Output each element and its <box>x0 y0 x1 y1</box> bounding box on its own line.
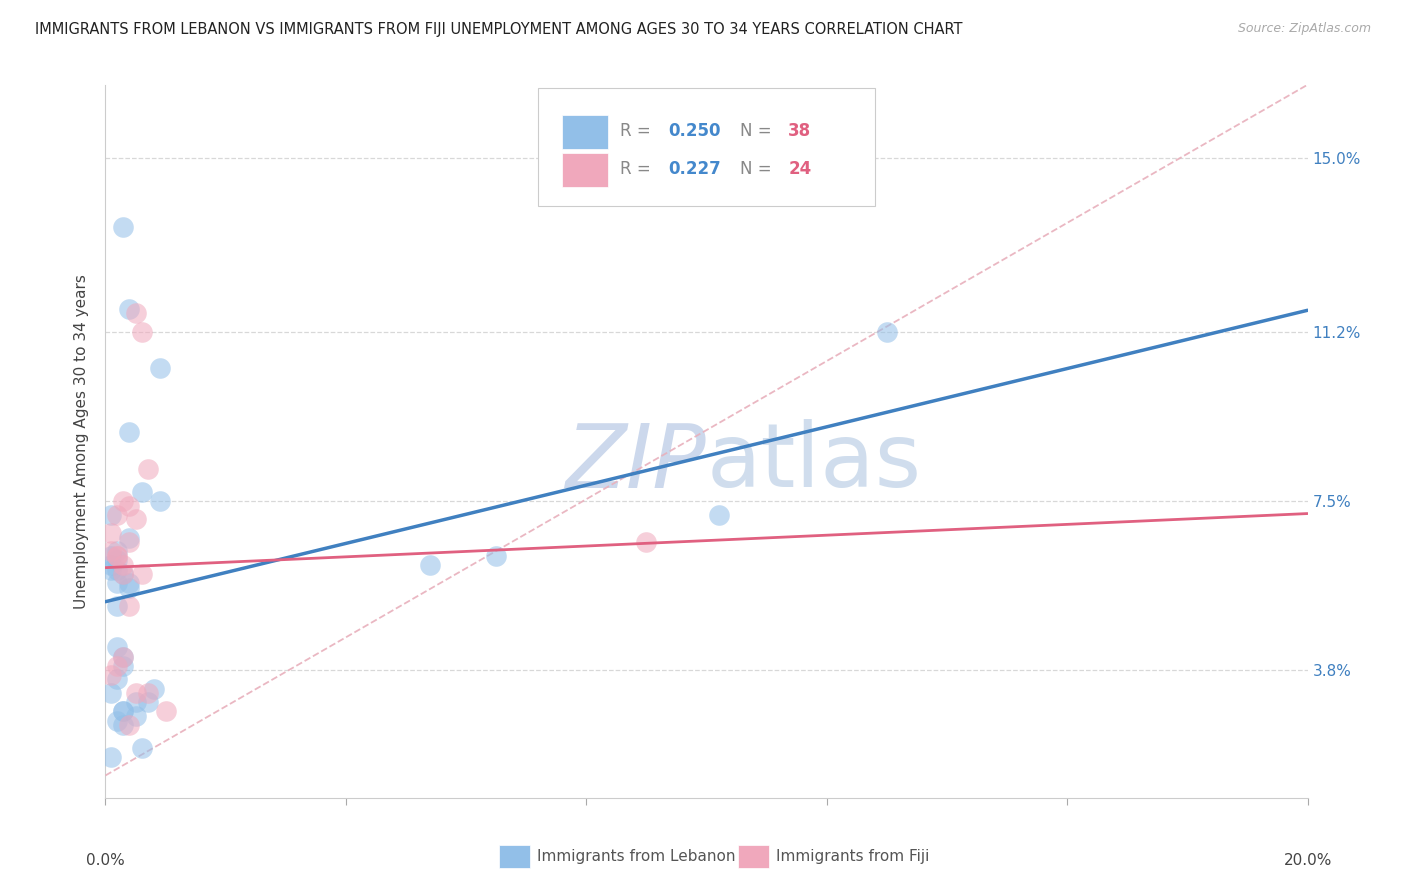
Point <box>107 553 129 567</box>
Point <box>155 705 177 719</box>
Point <box>118 718 141 732</box>
Point <box>131 484 153 499</box>
Point <box>136 695 159 709</box>
Point <box>124 306 146 320</box>
Bar <box>562 115 607 149</box>
Point <box>707 508 730 522</box>
Point <box>107 549 129 563</box>
Point <box>112 718 135 732</box>
Text: N =: N = <box>740 122 778 140</box>
Text: atlas: atlas <box>707 419 922 507</box>
Point <box>112 649 135 664</box>
Point <box>100 549 122 563</box>
Point <box>100 526 122 541</box>
Point <box>136 686 159 700</box>
Text: N =: N = <box>740 160 778 178</box>
Point <box>118 576 141 591</box>
Text: 38: 38 <box>789 122 811 140</box>
Point <box>100 558 122 572</box>
Point <box>107 544 129 558</box>
Point <box>118 499 141 513</box>
Point <box>118 425 141 440</box>
Text: IMMIGRANTS FROM LEBANON VS IMMIGRANTS FROM FIJI UNEMPLOYMENT AMONG AGES 30 TO 34: IMMIGRANTS FROM LEBANON VS IMMIGRANTS FR… <box>35 22 963 37</box>
Point <box>142 681 165 696</box>
Point <box>485 549 508 563</box>
Point <box>112 649 135 664</box>
Text: ZIP: ZIP <box>565 420 707 506</box>
Point <box>100 750 122 764</box>
Point <box>107 599 129 614</box>
Point <box>107 714 129 728</box>
Point <box>107 508 129 522</box>
Text: Immigrants from Fiji: Immigrants from Fiji <box>776 849 929 863</box>
Point <box>118 581 141 595</box>
Point <box>107 658 129 673</box>
Point <box>112 705 135 719</box>
Point <box>148 361 170 376</box>
Point <box>124 695 146 709</box>
Text: Source: ZipAtlas.com: Source: ZipAtlas.com <box>1237 22 1371 36</box>
Point <box>112 558 135 572</box>
Point <box>107 673 129 687</box>
Point <box>148 494 170 508</box>
Text: 0.250: 0.250 <box>668 122 720 140</box>
Point <box>107 576 129 591</box>
Point <box>136 462 159 476</box>
Point <box>118 599 141 614</box>
Point <box>419 558 441 572</box>
Point <box>124 512 146 526</box>
Text: Immigrants from Lebanon: Immigrants from Lebanon <box>537 849 735 863</box>
FancyBboxPatch shape <box>538 88 875 206</box>
Point <box>131 741 153 756</box>
Point <box>112 494 135 508</box>
Point <box>107 563 129 577</box>
Point <box>131 567 153 582</box>
Point <box>107 640 129 655</box>
Point <box>100 563 122 577</box>
Point <box>100 686 122 700</box>
Text: R =: R = <box>620 160 657 178</box>
Point <box>118 531 141 545</box>
Point <box>112 658 135 673</box>
Point <box>112 567 135 582</box>
Text: 20.0%: 20.0% <box>1284 854 1331 868</box>
Point <box>100 508 122 522</box>
Point <box>112 567 135 582</box>
Point <box>112 219 135 234</box>
Y-axis label: Unemployment Among Ages 30 to 34 years: Unemployment Among Ages 30 to 34 years <box>75 274 90 609</box>
Point <box>100 668 122 682</box>
Point <box>118 535 141 549</box>
Text: 0.227: 0.227 <box>668 160 721 178</box>
Point <box>112 705 135 719</box>
Point <box>124 709 146 723</box>
Text: 0.0%: 0.0% <box>86 854 125 868</box>
Point <box>100 544 122 558</box>
Point <box>876 325 898 339</box>
Point <box>124 686 146 700</box>
Point <box>107 549 129 563</box>
Point <box>636 535 658 549</box>
Point <box>118 301 141 316</box>
Bar <box>562 153 607 186</box>
Text: R =: R = <box>620 122 657 140</box>
Text: 24: 24 <box>789 160 811 178</box>
Point <box>131 325 153 339</box>
